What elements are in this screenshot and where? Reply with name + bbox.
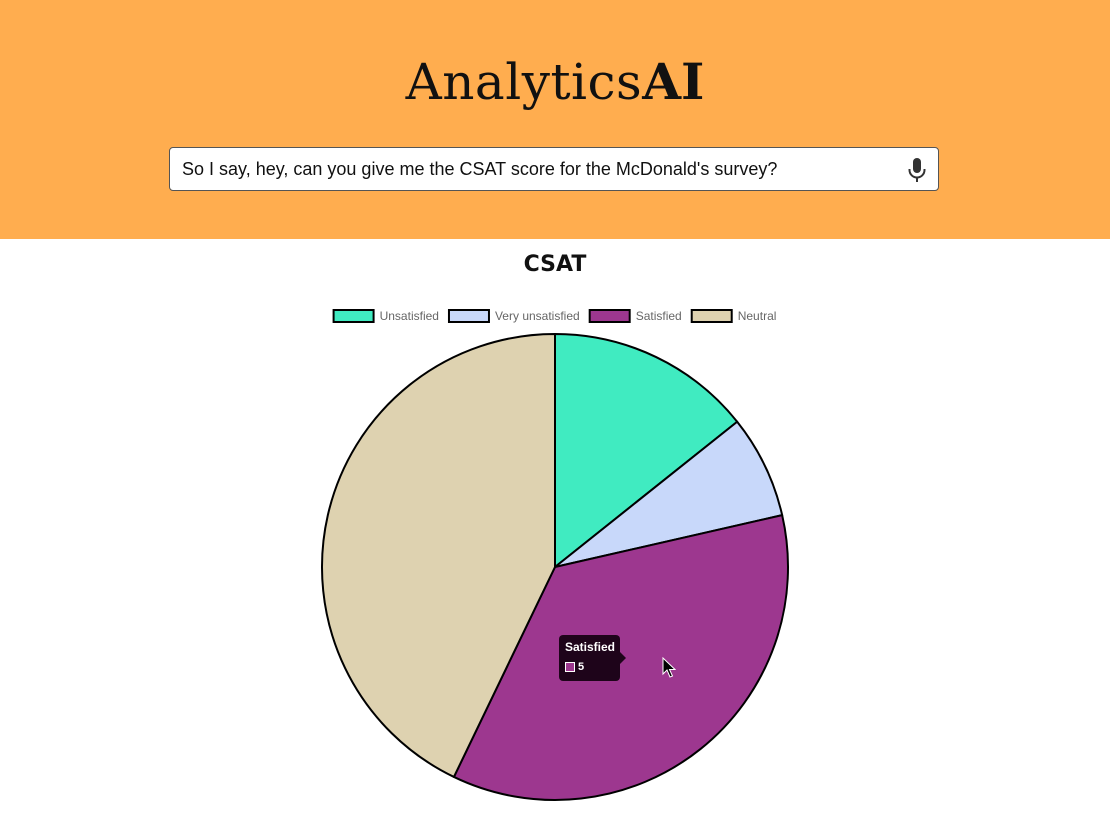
- chart-legend: Unsatisfied Very unsatisfied Satisfied Neut…: [332, 309, 777, 323]
- legend-swatch: [447, 309, 490, 323]
- chart-title: CSAT: [523, 252, 587, 277]
- brand-name-bold: AI: [642, 52, 705, 111]
- tooltip-value: 5: [578, 661, 585, 673]
- mouse-cursor-icon: [662, 657, 676, 678]
- legend-swatch: [588, 309, 631, 323]
- search-input[interactable]: [182, 148, 882, 190]
- legend-label: Neutral: [738, 309, 777, 323]
- pie-slice-neutral[interactable]: [321, 333, 556, 778]
- legend-item-very-unsatisfied[interactable]: Very unsatisfied: [447, 309, 580, 323]
- pie-slice-very-unsatisfied[interactable]: [554, 420, 784, 568]
- header-bar: AnalyticsAI: [0, 0, 1110, 239]
- search-bar[interactable]: [169, 147, 939, 191]
- legend-item-neutral[interactable]: Neutral: [690, 309, 777, 323]
- brand-name-light: Analytics: [405, 53, 643, 111]
- legend-swatch: [332, 309, 375, 323]
- pie-slices: [321, 333, 789, 801]
- legend-label: Unsatisfied: [380, 309, 439, 323]
- tooltip-row: 5: [565, 661, 614, 673]
- legend-label: Satisfied: [636, 309, 682, 323]
- pie-slice-unsatisfied[interactable]: [554, 333, 739, 568]
- tooltip-color-swatch: [565, 662, 575, 672]
- app-logo: AnalyticsAI: [0, 52, 1110, 112]
- microphone-icon[interactable]: [906, 157, 928, 183]
- legend-item-satisfied[interactable]: Satisfied: [588, 309, 682, 323]
- legend-swatch: [690, 309, 733, 323]
- legend-item-unsatisfied[interactable]: Unsatisfied: [332, 309, 439, 323]
- chart-tooltip: Satisfied 5: [559, 635, 626, 681]
- tooltip-title: Satisfied: [565, 640, 616, 654]
- legend-label: Very unsatisfied: [495, 309, 580, 323]
